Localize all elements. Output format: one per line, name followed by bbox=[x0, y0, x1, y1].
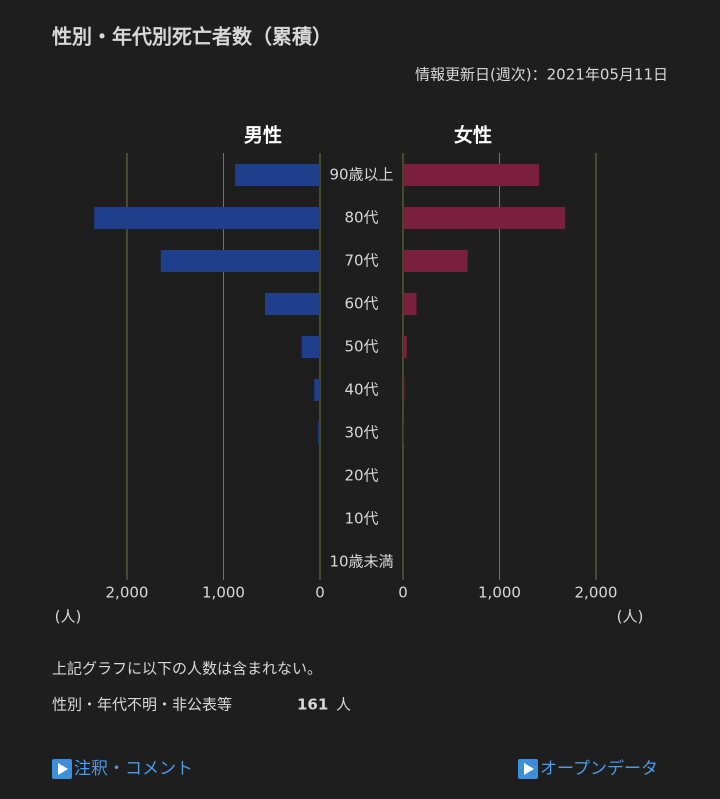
bar bbox=[264, 293, 320, 315]
category-label: 90歳以上 bbox=[329, 166, 393, 184]
category-label: 60代 bbox=[344, 295, 378, 313]
link-text[interactable]: オープンデータ bbox=[540, 758, 658, 779]
female-header: 女性 bbox=[454, 124, 492, 147]
x-tick-label: 0 bbox=[398, 584, 408, 602]
link-notes[interactable]: 注釈・コメント bbox=[52, 759, 193, 779]
category-label: 10歳未満 bbox=[329, 553, 393, 571]
x-tick-label: 0 bbox=[315, 584, 325, 602]
category-label: 20代 bbox=[344, 467, 378, 485]
male-header: 男性 bbox=[244, 124, 282, 147]
bar bbox=[318, 422, 320, 444]
x-tick-label: 1,000 bbox=[202, 584, 245, 602]
x-unit: (人) bbox=[617, 608, 644, 626]
bar bbox=[403, 336, 407, 358]
bar bbox=[301, 336, 320, 358]
x-tick-label: 2,000 bbox=[575, 584, 618, 602]
bar bbox=[403, 293, 417, 315]
bar bbox=[403, 250, 468, 272]
category-label: 30代 bbox=[344, 424, 378, 442]
link-icon-arrow bbox=[524, 763, 534, 775]
bar bbox=[403, 379, 405, 401]
bar bbox=[94, 207, 320, 229]
unknown-unit: 人 bbox=[336, 696, 351, 714]
x-unit: (人) bbox=[55, 608, 82, 626]
category-label: 50代 bbox=[344, 338, 378, 356]
bar bbox=[160, 250, 320, 272]
note: 上記グラフに以下の人数は含まれない。 bbox=[52, 660, 322, 678]
x-tick-label: 1,000 bbox=[478, 584, 521, 602]
category-label: 40代 bbox=[344, 381, 378, 399]
unknown-label: 性別・年代不明・非公表等 bbox=[52, 696, 232, 714]
category-label: 70代 bbox=[344, 252, 378, 270]
bar bbox=[403, 164, 540, 186]
x-tick-label: 2,000 bbox=[106, 584, 149, 602]
category-label: 80代 bbox=[344, 209, 378, 227]
bar bbox=[314, 379, 320, 401]
link-icon-arrow bbox=[58, 763, 68, 775]
chart-title: 性別・年代別死亡者数（累積） bbox=[52, 25, 332, 49]
category-label: 10代 bbox=[344, 510, 378, 528]
bar bbox=[235, 164, 320, 186]
link-text[interactable]: 注釈・コメント bbox=[74, 759, 193, 779]
update-date: 情報更新日(週次)：2021年05月11日 bbox=[415, 66, 668, 84]
unknown-count: 161 bbox=[297, 696, 328, 714]
bar bbox=[403, 207, 566, 229]
link-opendata[interactable]: オープンデータ bbox=[518, 758, 658, 779]
